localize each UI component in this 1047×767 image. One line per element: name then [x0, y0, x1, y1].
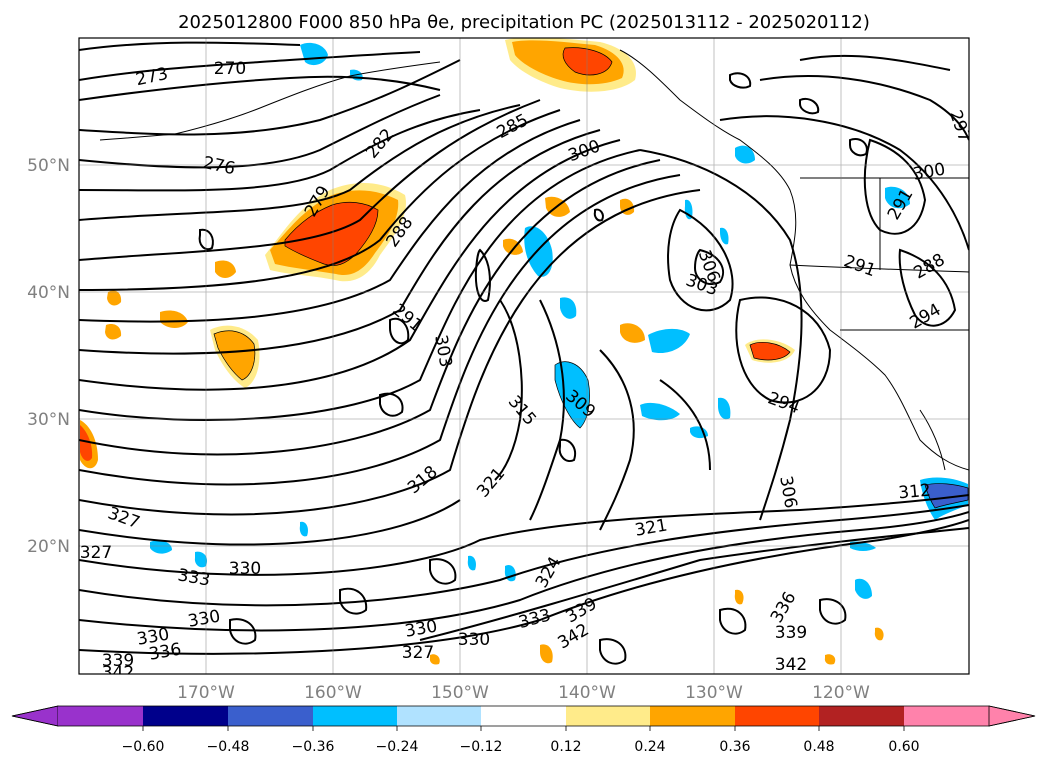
- contour-label: 312: [898, 481, 932, 504]
- colorbar-tick-label: −0.24: [376, 739, 419, 755]
- colorbar-right-extension: [988, 705, 1036, 727]
- colorbar-tick-label: 0.48: [803, 739, 834, 755]
- colorbar-segment: [397, 706, 481, 726]
- lat-tick-label: 20°N: [27, 537, 70, 557]
- colorbar-segment: [819, 706, 904, 726]
- colorbar-tick-label: 0.60: [888, 739, 919, 755]
- colorbar-left-extension: [11, 705, 59, 727]
- colorbar-tick-label: 0.36: [719, 739, 750, 755]
- contour-label: 330: [458, 630, 490, 650]
- figure-title: 2025012800 F000 850 hPa θe, precipitatio…: [178, 12, 870, 33]
- lat-tick-label: 40°N: [27, 283, 70, 303]
- colorbar-segment: [228, 706, 313, 726]
- coastlines: [99, 49, 969, 471]
- contour-label: 342: [775, 655, 807, 675]
- colorbar-segment: [58, 706, 143, 726]
- colorbar-tick-label: −0.48: [207, 739, 250, 755]
- colorbar-ticks: [142, 726, 905, 731]
- colorbar-outline: [11, 705, 1036, 727]
- contour-labels: 273 270 276 282 285 300 279 288 291 306 …: [80, 59, 969, 683]
- colorbar-segment: [650, 706, 735, 726]
- lon-tick-label: 130°W: [685, 683, 743, 703]
- colorbar-segment: [566, 706, 650, 726]
- colorbar-tick-label: 0.24: [634, 739, 665, 755]
- colorbar-segment: [313, 706, 397, 726]
- gridlines: [79, 38, 969, 674]
- lon-tick-label: 150°W: [431, 683, 489, 703]
- map-frame: [78, 37, 970, 675]
- theta-e-contours: [79, 41, 969, 665]
- map-panel: 273 270 276 282 285 300 279 288 291 306 …: [27, 37, 970, 703]
- contour-label: 339: [775, 623, 807, 643]
- colorbar-segment: [481, 706, 566, 726]
- negative-shading: [150, 42, 968, 599]
- shading-outlines: [213, 47, 969, 509]
- lat-tick-label: 50°N: [27, 156, 70, 176]
- contour-label: 270: [214, 59, 246, 79]
- colorbar-tick-label: −0.60: [122, 739, 165, 755]
- colorbar-tick-label: −0.36: [292, 739, 335, 755]
- positive-shading: [80, 38, 884, 665]
- lon-tick-label: 140°W: [558, 683, 616, 703]
- lon-tick-label: 120°W: [812, 683, 870, 703]
- contour-label: 339: [102, 651, 134, 671]
- lon-axis: 170°W 160°W 150°W 140°W 130°W 120°W: [177, 683, 870, 703]
- colorbar-segment: [904, 706, 989, 726]
- colorbar-tick-label: 0.12: [550, 739, 581, 755]
- lat-axis: 20°N 30°N 40°N 50°N: [27, 156, 70, 557]
- colorbar-tick-label: −0.12: [460, 739, 503, 755]
- lon-tick-label: 160°W: [304, 683, 362, 703]
- colorbar-segment: [143, 706, 228, 726]
- contour-label: 342: [102, 663, 134, 683]
- contour-label: 327: [80, 543, 112, 563]
- contour-label: 327: [402, 643, 434, 663]
- lon-tick-label: 170°W: [177, 683, 235, 703]
- lat-tick-label: 30°N: [27, 410, 70, 430]
- colorbar: −0.60 −0.48 −0.36 −0.24 −0.12 0.12 0.24 …: [11, 705, 1036, 755]
- colorbar-segment: [735, 706, 819, 726]
- contour-label: 330: [229, 559, 261, 579]
